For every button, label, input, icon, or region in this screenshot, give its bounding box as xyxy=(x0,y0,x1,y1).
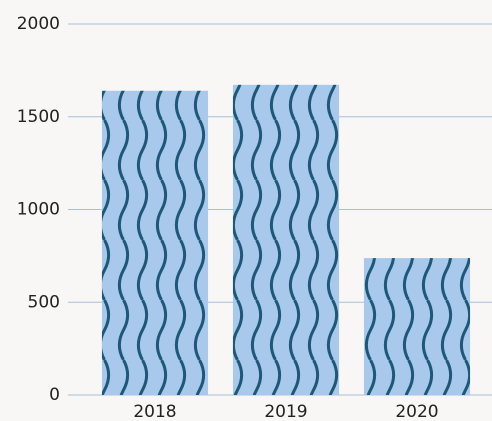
x-tick-label: 2019 xyxy=(264,402,307,421)
y-tick-label: 1500 xyxy=(17,107,60,127)
y-tick-label: 1000 xyxy=(17,200,60,220)
bar-pattern xyxy=(363,258,471,395)
y-tick-label: 0 xyxy=(49,385,60,405)
x-tick-label: 2018 xyxy=(133,402,176,421)
bar-pattern xyxy=(101,90,209,395)
bar-pattern xyxy=(232,84,340,396)
x-tick-label: 2020 xyxy=(395,402,438,421)
y-tick-label: 2000 xyxy=(17,14,60,34)
y-tick-label: 500 xyxy=(28,292,60,312)
